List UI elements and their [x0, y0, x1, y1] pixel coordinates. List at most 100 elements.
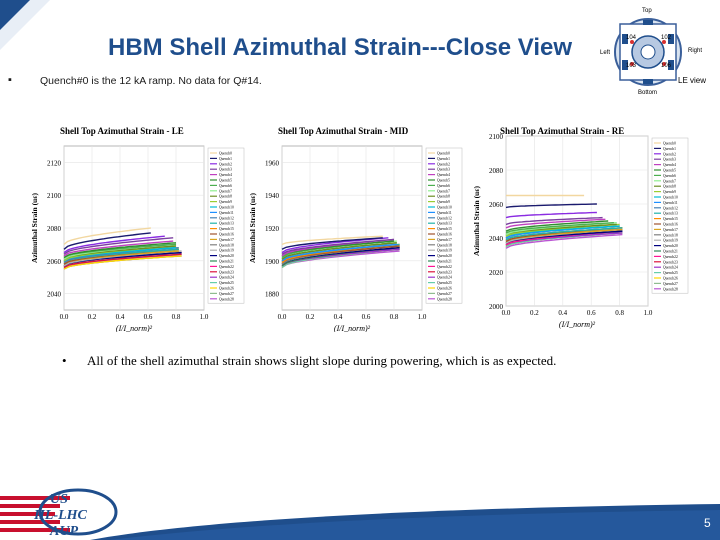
series-line — [281, 243, 397, 262]
y-tick-label: 2080 — [47, 225, 62, 233]
y-tick-label: 2040 — [47, 291, 62, 299]
gauge-label-104: 104 — [626, 35, 637, 41]
legend-entry: Quench19 — [219, 249, 234, 253]
legend-entry: Quench22 — [437, 265, 452, 269]
x-tick-label: 1.0 — [418, 313, 427, 321]
page-title: HBM Shell Azimuthal Strain---Close View — [108, 34, 573, 61]
legend-entry: Quench16 — [437, 233, 452, 237]
x-tick-label: 0.6 — [362, 313, 371, 321]
legend-entry: Quench7 — [437, 189, 450, 193]
diagram-label-top: Top — [642, 8, 652, 14]
chart-title: Shell Top Azimuthal Strain - RE — [500, 126, 624, 136]
legend-entry: Quench22 — [663, 255, 678, 259]
series-line — [63, 227, 151, 245]
logo-text-2: HL-LHC — [33, 508, 88, 523]
legend-entry: Quench3 — [663, 158, 676, 162]
bullet-text-2: All of the shell azimuthal strain shows … — [87, 353, 557, 368]
legend-entry: Quench28 — [437, 297, 452, 301]
bullet-marker: • — [62, 353, 67, 368]
legend-entry: Quench26 — [437, 287, 452, 291]
legend-entry: Quench20 — [437, 254, 452, 258]
series-line — [505, 211, 597, 219]
page-number: 5 — [704, 516, 711, 530]
x-tick-label: 1.0 — [644, 309, 653, 317]
legend-entry: Quench18 — [663, 233, 678, 237]
legend-entry: Quench20 — [219, 254, 234, 258]
y-tick-label: 2120 — [47, 159, 62, 167]
legend-entry: Quench23 — [437, 270, 452, 274]
legend-entry: Quench5 — [663, 169, 676, 173]
gauge-label-102: 102 — [661, 35, 672, 41]
series-line — [63, 253, 182, 269]
legend-entry: Quench1 — [219, 157, 232, 161]
legend-entry: Quench10 — [219, 206, 234, 210]
y-axis-label: Azimuthal Strain (uε) — [472, 186, 481, 256]
diagram-label-view: LE view — [678, 76, 707, 85]
legend-entry: Quench19 — [437, 249, 452, 253]
x-axis-label: (I/I_norm)² — [116, 324, 153, 332]
legend-entry: Quench8 — [437, 195, 450, 199]
legend-entry: Quench0 — [437, 152, 450, 156]
legend-entry: Quench5 — [437, 179, 450, 183]
legend-entry: Quench27 — [437, 292, 452, 296]
y-tick-label: 1940 — [265, 192, 280, 200]
series-line — [63, 232, 151, 250]
y-tick-label: 2040 — [489, 235, 504, 243]
legend-entry: Quench0 — [219, 152, 232, 156]
series-line — [63, 235, 165, 254]
legend-entry: Quench26 — [219, 287, 234, 291]
legend-entry: Quench28 — [219, 297, 234, 301]
legend-entry: Quench2 — [437, 162, 450, 166]
legend-entry: Quench21 — [219, 260, 234, 264]
legend-entry: Quench18 — [437, 243, 452, 247]
legend-entry: Quench2 — [219, 162, 232, 166]
series-line — [505, 227, 623, 241]
chart-title: Shell Top Azimuthal Strain - LE — [60, 126, 184, 136]
legend-entry: Quench25 — [437, 281, 452, 285]
legend-entry: Quench27 — [663, 282, 678, 286]
bullet-text-1: Quench#0 is the 12 kA ramp. No data for … — [40, 75, 262, 87]
x-tick-label: 0.6 — [587, 309, 596, 317]
x-axis-label: (I/I_norm)² — [559, 320, 596, 329]
legend-entry: Quench16 — [663, 223, 678, 227]
y-tick-label: 2100 — [489, 133, 504, 141]
y-tick-label: 2080 — [489, 167, 504, 175]
legend-entry: Quench27 — [219, 292, 234, 296]
series-line — [281, 238, 395, 255]
x-tick-label: 0.2 — [88, 313, 97, 321]
legend-entry: Quench9 — [219, 200, 232, 204]
us-hl-lhc-aup-logo: US HL-LHC AUP — [0, 488, 118, 539]
legend-entry: Quench20 — [663, 244, 678, 248]
x-tick-label: 0.8 — [390, 313, 399, 321]
footer-bar — [90, 504, 720, 540]
x-axis-label: (I/I_norm)² — [334, 324, 371, 332]
legend-entry: Quench25 — [663, 271, 678, 275]
legend-entry: Quench15 — [663, 217, 678, 221]
chart-title: Shell Top Azimuthal Strain - MID — [278, 126, 409, 136]
legend-entry: Quench9 — [663, 190, 676, 194]
y-tick-label: 2020 — [489, 269, 504, 277]
series-line — [505, 218, 606, 229]
legend-entry: Quench3 — [219, 168, 232, 172]
y-axis-label: Azimuthal Strain (uε) — [30, 193, 39, 263]
series-line — [505, 233, 623, 249]
series-line — [505, 220, 609, 232]
bullet-marker: ▪ — [8, 74, 12, 86]
legend-entry: Quench11 — [663, 201, 678, 205]
legend-entry: Quench10 — [437, 206, 452, 210]
series-line — [281, 237, 383, 250]
legend-entry: Quench24 — [437, 276, 452, 280]
logo-text-3: AUP — [49, 524, 78, 539]
x-tick-label: 1.0 — [200, 313, 209, 321]
series-line — [505, 216, 603, 226]
legend-entry: Quench0 — [663, 142, 676, 146]
corner-decoration — [0, 0, 50, 50]
chart-le: Shell Top Azimuthal Strain - LE 2040 2060 2… — [30, 126, 245, 332]
logo-text-1: US — [50, 492, 68, 507]
x-tick-label: 0.4 — [334, 313, 343, 321]
y-tick-label: 1960 — [265, 159, 280, 167]
y-tick-label: 2000 — [489, 303, 504, 311]
x-tick-label: 0.4 — [116, 313, 125, 321]
